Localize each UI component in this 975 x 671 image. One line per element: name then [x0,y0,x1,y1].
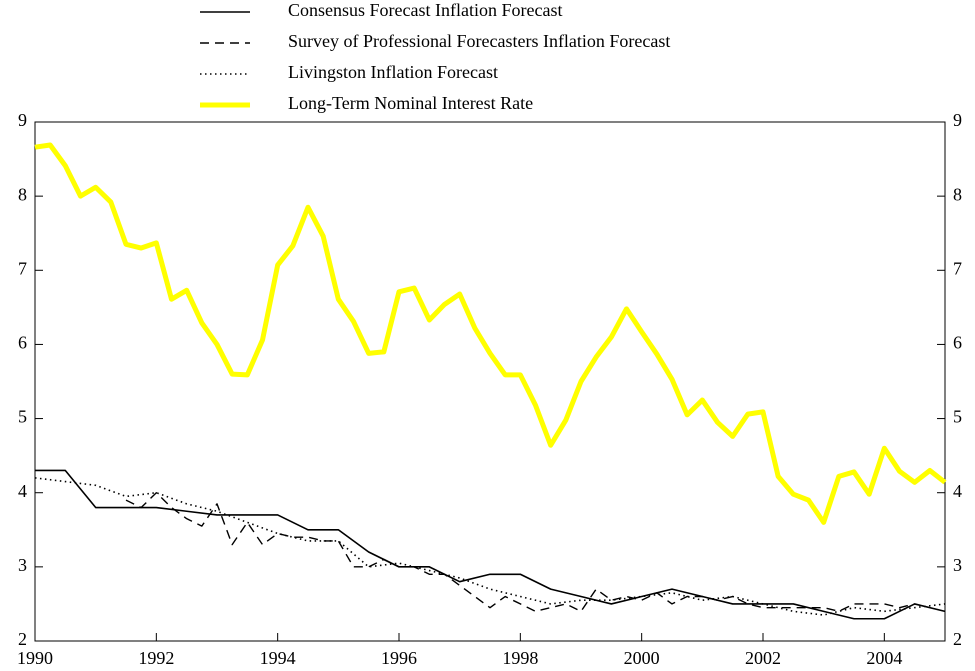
y-tick-label: 9 [18,110,27,130]
y-tick-label: 5 [18,407,27,427]
x-tick-label: 2004 [866,648,902,668]
legend-label: Survey of Professional Forecasters Infla… [288,31,670,51]
legend-label: Consensus Forecast Inflation Forecast [288,0,562,20]
x-tick-label: 1998 [502,648,538,668]
series-line [34,142,947,525]
y2-tick-label: 8 [953,184,962,204]
y-tick-label: 4 [18,481,27,501]
y-tick-label: 8 [18,184,27,204]
x-tick-label: 2002 [745,648,781,668]
legend-label: Livingston Inflation Forecast [288,62,498,82]
x-tick-label: 2000 [624,648,660,668]
plot-frame [34,121,946,642]
y2-tick-label: 5 [953,407,962,427]
series-line [125,492,915,613]
y-tick-label: 6 [18,333,27,353]
y-tick-label: 2 [18,629,27,649]
y-tick-label: 7 [18,258,27,278]
legend-label: Long-Term Nominal Interest Rate [288,93,533,113]
y-tick-label: 3 [18,555,27,575]
x-tick-label: 1996 [381,648,417,668]
y2-tick-label: 2 [953,629,962,649]
x-tick-label: 1994 [260,648,296,668]
y2-tick-label: 3 [953,555,962,575]
x-tick-label: 1992 [138,648,174,668]
y2-tick-label: 9 [953,110,962,130]
series-line [35,469,946,620]
y2-tick-label: 7 [953,258,962,278]
series-line [34,477,946,616]
y2-tick-label: 6 [953,333,962,353]
y2-tick-label: 4 [953,481,962,501]
x-tick-label: 1990 [17,648,53,668]
